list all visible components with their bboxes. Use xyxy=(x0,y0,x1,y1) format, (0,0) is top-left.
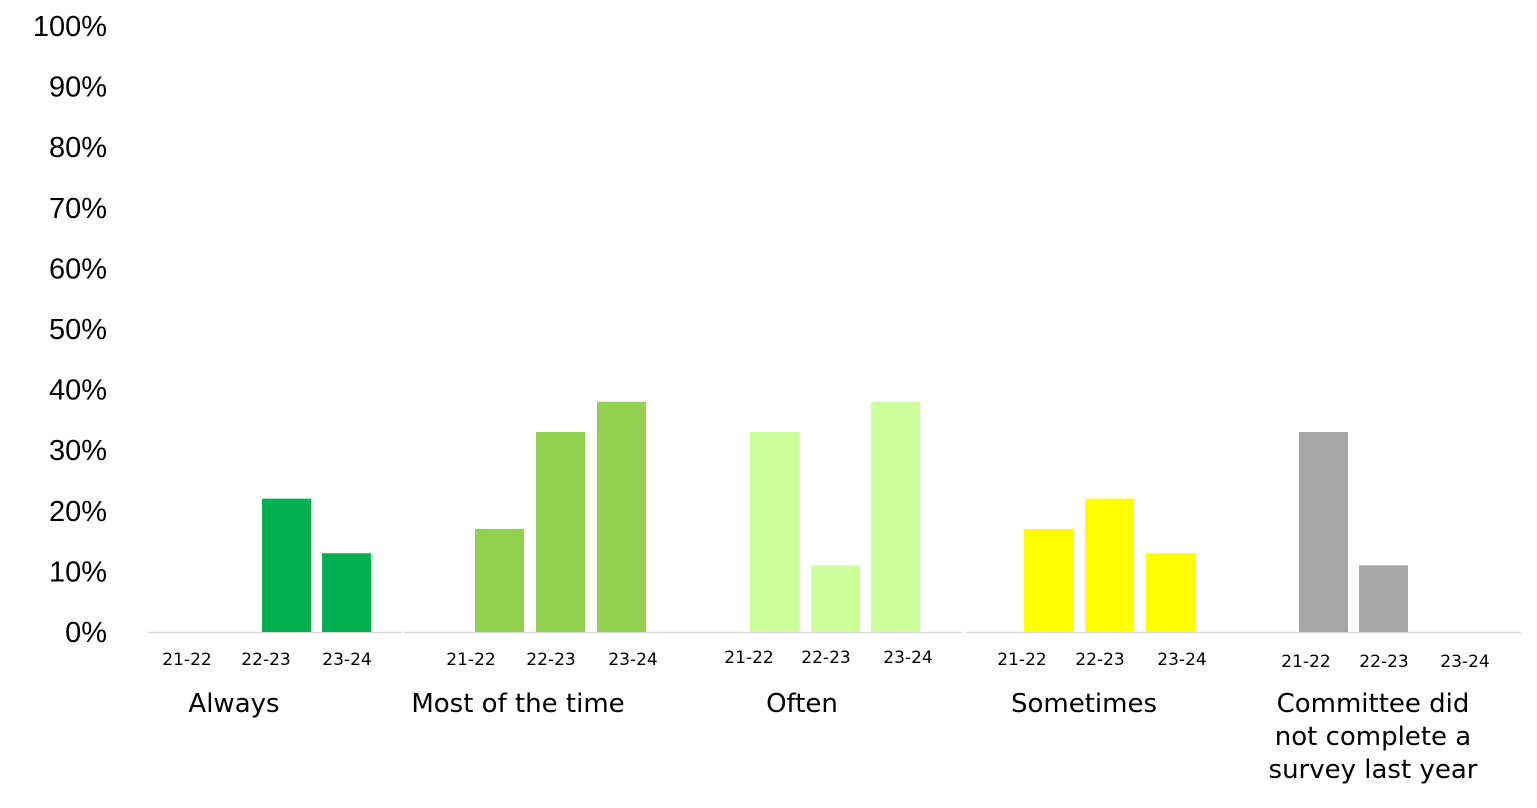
category-label: Sometimes xyxy=(1011,689,1157,719)
bar xyxy=(475,528,524,632)
bar xyxy=(597,401,646,632)
x-tick-label: 21-22 xyxy=(162,650,211,670)
y-tick-label: 60% xyxy=(49,253,107,285)
x-tick-label: 22-23 xyxy=(241,650,290,670)
x-tick-label: 22-23 xyxy=(1075,650,1124,670)
category-label: Most of the time xyxy=(411,689,624,719)
bar xyxy=(536,432,585,632)
bar xyxy=(1299,432,1348,632)
bars-group xyxy=(262,401,1408,632)
category-label: Often xyxy=(766,689,838,719)
y-tick-label: 30% xyxy=(49,435,107,467)
y-tick-label: 0% xyxy=(65,617,107,649)
bar xyxy=(1085,498,1134,632)
category-label: Committee did not complete a survey last y… xyxy=(1269,689,1478,785)
bar xyxy=(1024,528,1073,632)
x-axis-tick-labels: 21-22 22-23 23-24 21-22 22-23 23-24 21-22 22-23… xyxy=(162,648,1489,672)
bar xyxy=(1359,565,1408,632)
category-label-line: Always xyxy=(188,689,279,719)
x-tick-label: 23-24 xyxy=(608,650,657,670)
bar xyxy=(262,498,311,632)
bar xyxy=(750,432,799,632)
category-labels: Always Most of the time Often Sometimes Comm… xyxy=(188,689,1477,785)
y-tick-label: 50% xyxy=(49,314,107,346)
x-tick-label: 22-23 xyxy=(526,650,575,670)
category-label-line: Most of the time xyxy=(411,689,624,719)
x-tick-label: 22-23 xyxy=(801,648,850,668)
x-tick-label: 21-22 xyxy=(446,650,495,670)
category-label: Always xyxy=(188,689,279,719)
y-tick-label: 80% xyxy=(49,132,107,164)
category-label-line: Sometimes xyxy=(1011,689,1157,719)
category-label-line: Often xyxy=(766,689,838,719)
y-tick-label: 40% xyxy=(49,375,107,407)
x-tick-label: 22-23 xyxy=(1359,652,1408,672)
category-label-line: not complete a xyxy=(1275,722,1472,752)
x-tick-label: 23-24 xyxy=(322,650,371,670)
bar xyxy=(871,401,920,632)
bar xyxy=(1146,553,1195,632)
x-tick-label: 21-22 xyxy=(997,650,1046,670)
x-tick-label: 21-22 xyxy=(724,648,773,668)
y-tick-label: 20% xyxy=(49,496,107,528)
x-tick-label: 23-24 xyxy=(883,648,932,668)
y-tick-label: 90% xyxy=(49,72,107,104)
bar xyxy=(811,565,860,632)
y-tick-label: 70% xyxy=(49,193,107,225)
bar xyxy=(322,553,371,632)
y-tick-label: 100% xyxy=(33,11,107,43)
x-tick-label: 23-24 xyxy=(1157,650,1206,670)
category-label-line: Committee did xyxy=(1277,689,1470,719)
y-tick-label: 10% xyxy=(49,556,107,588)
x-tick-label: 23-24 xyxy=(1440,652,1489,672)
x-tick-label: 21-22 xyxy=(1281,652,1330,672)
category-label-line: survey last year xyxy=(1269,755,1478,785)
y-axis: 0% 10% 20% 30% 40% 50% 60% 70% 80% 90% 100% xyxy=(33,11,107,649)
